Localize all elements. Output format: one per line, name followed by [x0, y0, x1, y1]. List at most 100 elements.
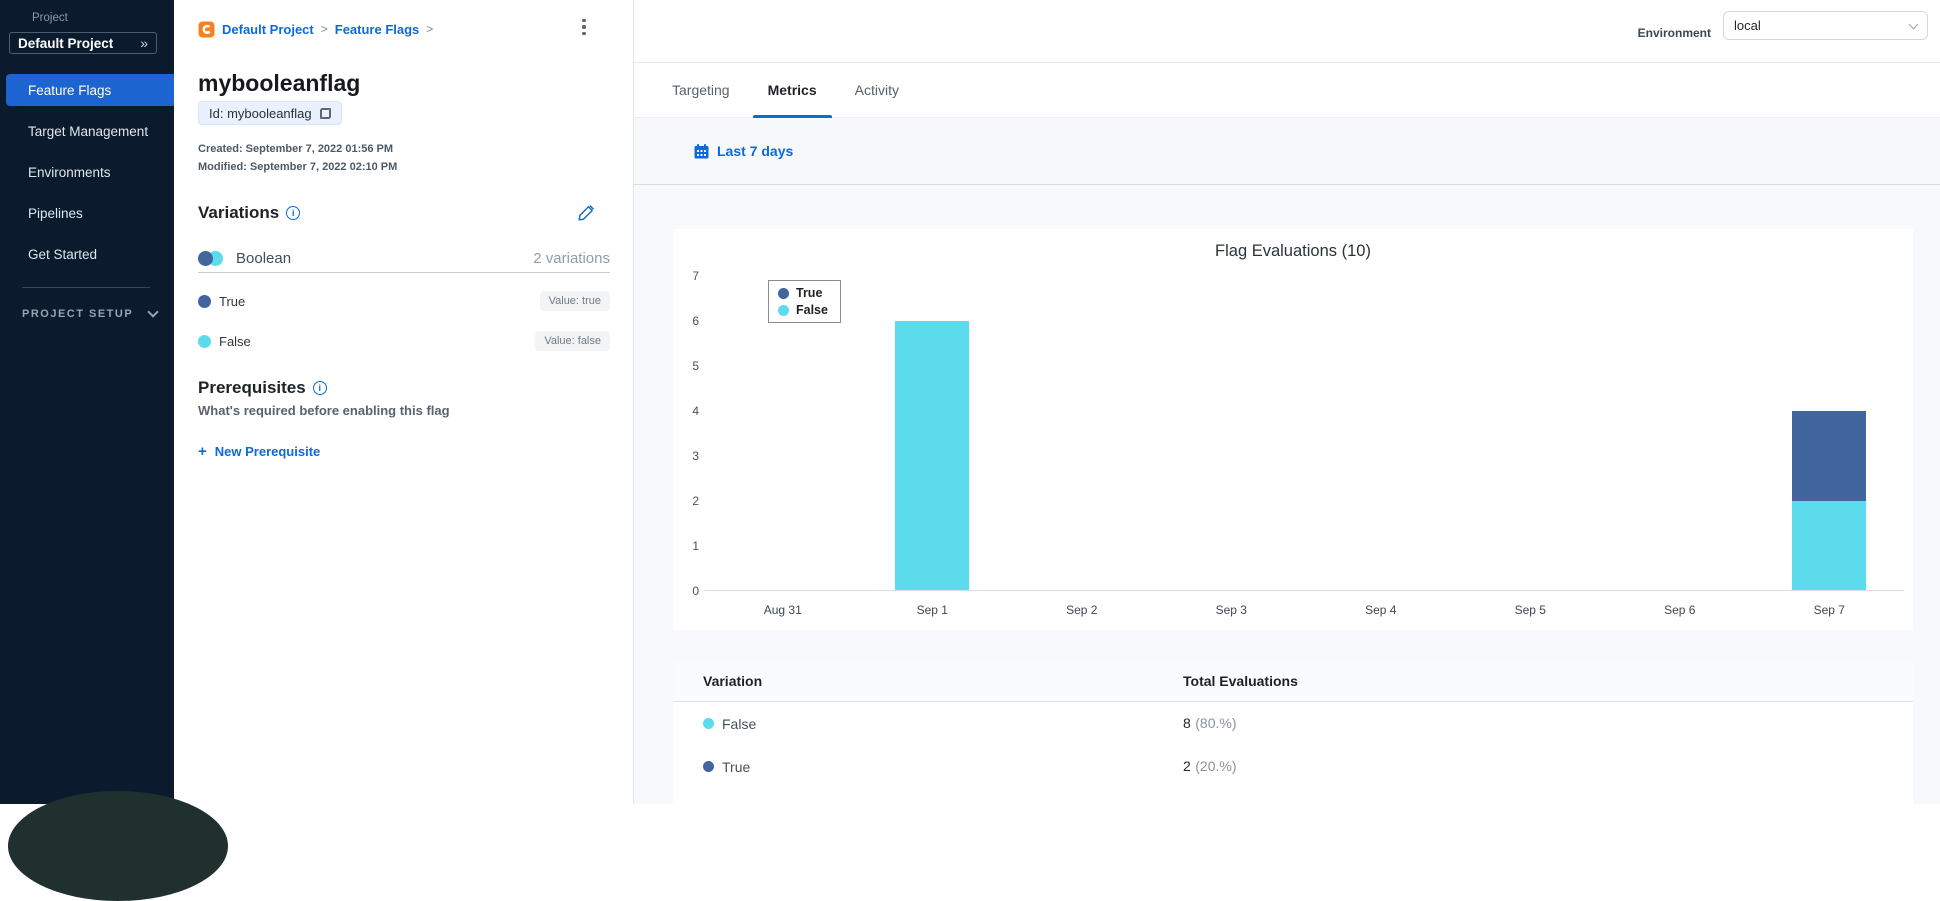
chart-category-slot: Sep 5 [1456, 276, 1606, 617]
environment-header: Environment local [634, 0, 1940, 63]
boolean-icon [198, 250, 224, 266]
sidebar: Project Default Project » Feature Flags … [0, 0, 228, 901]
environment-select[interactable]: local [1723, 11, 1928, 40]
x-axis-label: Sep 4 [1365, 603, 1397, 617]
environment-label: Environment [1637, 26, 1711, 40]
chevron-down-icon [1908, 19, 1919, 29]
sidebar-item-get-started[interactable]: Get Started [28, 246, 98, 262]
environment-value: local [1734, 18, 1761, 33]
variation-value-badge: Value: true [539, 291, 610, 311]
sidebar-item-environments[interactable]: Environments [28, 164, 111, 180]
breadcrumb-feature-flags-link[interactable]: Feature Flags [334, 21, 420, 37]
chart-category-slot: Sep 7 [1755, 276, 1905, 617]
project-label: Project [32, 12, 68, 24]
flag-id-text: Id: mybooleanflag [209, 105, 312, 121]
false-dot-icon [703, 718, 714, 729]
chart-category-slot: Aug 31 [708, 276, 858, 617]
x-axis-label: Sep 6 [1664, 603, 1696, 617]
project-switcher[interactable]: Default Project » [9, 32, 157, 54]
tab-targeting[interactable]: Targeting [672, 82, 730, 98]
row-percentage: (80.%) [1195, 714, 1237, 731]
x-axis-label: Sep 7 [1813, 603, 1845, 617]
variation-value-badge: Value: false [535, 331, 610, 351]
flag-id-chip[interactable]: Id: mybooleanflag [198, 101, 342, 125]
table-header-row: Variation Total Evaluations [673, 660, 1913, 702]
variation-kind-row: Boolean 2 variations [198, 244, 610, 272]
created-timestamp: Created: September 7, 2022 01:56 PM [198, 143, 394, 155]
calendar-icon [694, 143, 709, 158]
main-content: Environment local Targeting Metrics Acti… [634, 0, 1940, 820]
sidebar-nav: Feature Flags Target Management Environm… [0, 74, 174, 279]
date-range-button[interactable]: Last 7 days [694, 143, 793, 159]
date-range-label: Last 7 days [717, 143, 794, 159]
table-row: True 2 (20.%) [673, 745, 1913, 788]
app-logo-icon [198, 21, 215, 37]
tab-activity[interactable]: Activity [854, 82, 899, 98]
chevron-down-icon [147, 306, 159, 318]
variation-name: True [219, 293, 246, 309]
x-axis-label: Sep 3 [1215, 603, 1247, 617]
copy-icon[interactable] [319, 107, 331, 119]
legend-label: True [796, 286, 823, 300]
chart-category-slot: Sep 3 [1157, 276, 1307, 617]
sidebar-divider [22, 287, 150, 288]
true-dot-icon [703, 761, 714, 772]
info-icon[interactable]: i [286, 206, 301, 220]
breadcrumb-project-link[interactable]: Default Project [222, 21, 314, 37]
prerequisites-title: Prerequisites [198, 378, 306, 397]
row-variation-name: False [722, 715, 757, 732]
project-name: Default Project [18, 35, 114, 51]
variation-count: 2 variations [533, 249, 610, 267]
more-options-icon[interactable] [575, 16, 593, 38]
project-setup-label: PROJECT SETUP [22, 308, 134, 320]
prerequisites-subtitle: What's required before enabling this fla… [198, 403, 450, 418]
chart-category-slot: Sep 6 [1605, 276, 1755, 617]
x-axis-label: Sep 1 [916, 603, 948, 617]
chart-category-slot: Sep 1 [858, 276, 1008, 617]
legend-dot-icon [778, 287, 789, 299]
x-axis-label: Sep 2 [1066, 603, 1098, 617]
row-total: 8 [1183, 714, 1191, 731]
bar-segment-true [1792, 411, 1867, 501]
sidebar-item-pipelines[interactable]: Pipelines [28, 205, 83, 221]
variation-name: False [219, 333, 251, 349]
legend-dot-icon [778, 304, 789, 316]
variation-row-false: False Value: false [198, 329, 610, 353]
tab-metrics[interactable]: Metrics [752, 63, 832, 118]
new-prerequisite-button[interactable]: + New Prerequisite [198, 443, 320, 460]
prerequisites-header: Prerequisites i [198, 378, 327, 398]
row-percentage: (20.%) [1195, 757, 1237, 774]
row-total: 2 [1183, 757, 1191, 774]
info-icon[interactable]: i [312, 381, 327, 395]
stacked-bar [1792, 411, 1867, 591]
false-dot-icon [198, 334, 211, 348]
variation-kind: Boolean [236, 249, 292, 267]
help-bubble[interactable] [8, 791, 228, 901]
variations-divider [198, 272, 610, 273]
chart-title: Flag Evaluations (10) [1215, 242, 1371, 260]
column-header-variation: Variation [703, 672, 763, 689]
legend-label: False [796, 303, 828, 317]
date-range-bar: Last 7 days [634, 118, 1940, 185]
table-row: False 8 (80.%) [673, 702, 1913, 745]
chart-legend: True False [768, 280, 841, 323]
sidebar-item-feature-flags[interactable]: Feature Flags [6, 74, 174, 106]
x-axis-label: Aug 31 [763, 603, 802, 617]
row-variation-name: True [722, 758, 751, 775]
tab-bar: Targeting Metrics Activity [634, 63, 1940, 118]
sidebar-item-target-management[interactable]: Target Management [28, 123, 149, 139]
chart-category-slot: Sep 2 [1007, 276, 1157, 617]
project-setup-toggle[interactable]: PROJECT SETUP [22, 306, 159, 320]
bar-segment-false [1792, 501, 1867, 591]
variations-header: Variations i [198, 203, 301, 223]
new-prerequisite-label: New Prerequisite [214, 444, 321, 459]
true-dot-icon [198, 294, 211, 308]
column-header-total-evaluations: Total Evaluations [1183, 672, 1298, 689]
edit-variations-icon[interactable] [577, 204, 595, 222]
stacked-bar [895, 321, 970, 591]
bar-segment-false [895, 321, 970, 591]
double-chevron-icon: » [140, 35, 148, 51]
variation-row-true: True Value: true [198, 289, 610, 313]
